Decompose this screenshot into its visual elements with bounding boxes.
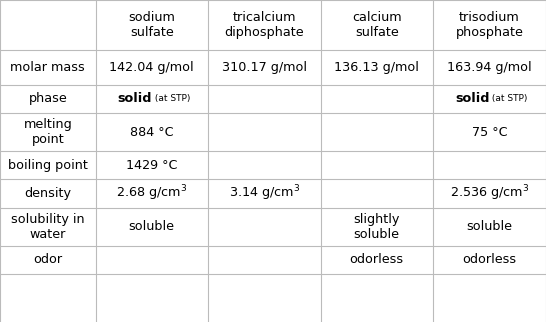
Text: (at STP): (at STP): [152, 94, 190, 103]
Text: slightly
soluble: slightly soluble: [354, 213, 400, 241]
Text: solid: solid: [455, 92, 489, 105]
Text: 884 °C: 884 °C: [130, 126, 174, 138]
Text: melting
point: melting point: [23, 118, 72, 146]
Text: 75 °C: 75 °C: [472, 126, 507, 138]
Text: solid: solid: [117, 92, 152, 105]
Text: solubility in
water: solubility in water: [11, 213, 85, 241]
Text: density: density: [24, 187, 72, 200]
Text: (at STP): (at STP): [489, 94, 528, 103]
Text: 2.68 g/cm$^{3}$: 2.68 g/cm$^{3}$: [116, 184, 187, 203]
Text: boiling point: boiling point: [8, 159, 88, 172]
Text: 2.536 g/cm$^{3}$: 2.536 g/cm$^{3}$: [450, 184, 529, 203]
Text: 163.94 g/mol: 163.94 g/mol: [447, 61, 532, 74]
Text: odor: odor: [33, 253, 62, 266]
Text: calcium
sulfate: calcium sulfate: [352, 11, 401, 39]
Text: 310.17 g/mol: 310.17 g/mol: [222, 61, 307, 74]
Text: soluble: soluble: [466, 220, 513, 233]
Text: 142.04 g/mol: 142.04 g/mol: [110, 61, 194, 74]
Text: phase: phase: [28, 92, 67, 105]
Text: sodium
sulfate: sodium sulfate: [128, 11, 175, 39]
Text: 3.14 g/cm$^{3}$: 3.14 g/cm$^{3}$: [229, 184, 300, 203]
Text: trisodium
phosphate: trisodium phosphate: [455, 11, 524, 39]
Text: 136.13 g/mol: 136.13 g/mol: [334, 61, 419, 74]
Text: odorless: odorless: [462, 253, 517, 266]
Text: odorless: odorless: [349, 253, 404, 266]
Text: tricalcium
diphosphate: tricalcium diphosphate: [224, 11, 304, 39]
Text: molar mass: molar mass: [10, 61, 85, 74]
Text: 1429 °C: 1429 °C: [126, 159, 177, 172]
Text: soluble: soluble: [129, 220, 175, 233]
